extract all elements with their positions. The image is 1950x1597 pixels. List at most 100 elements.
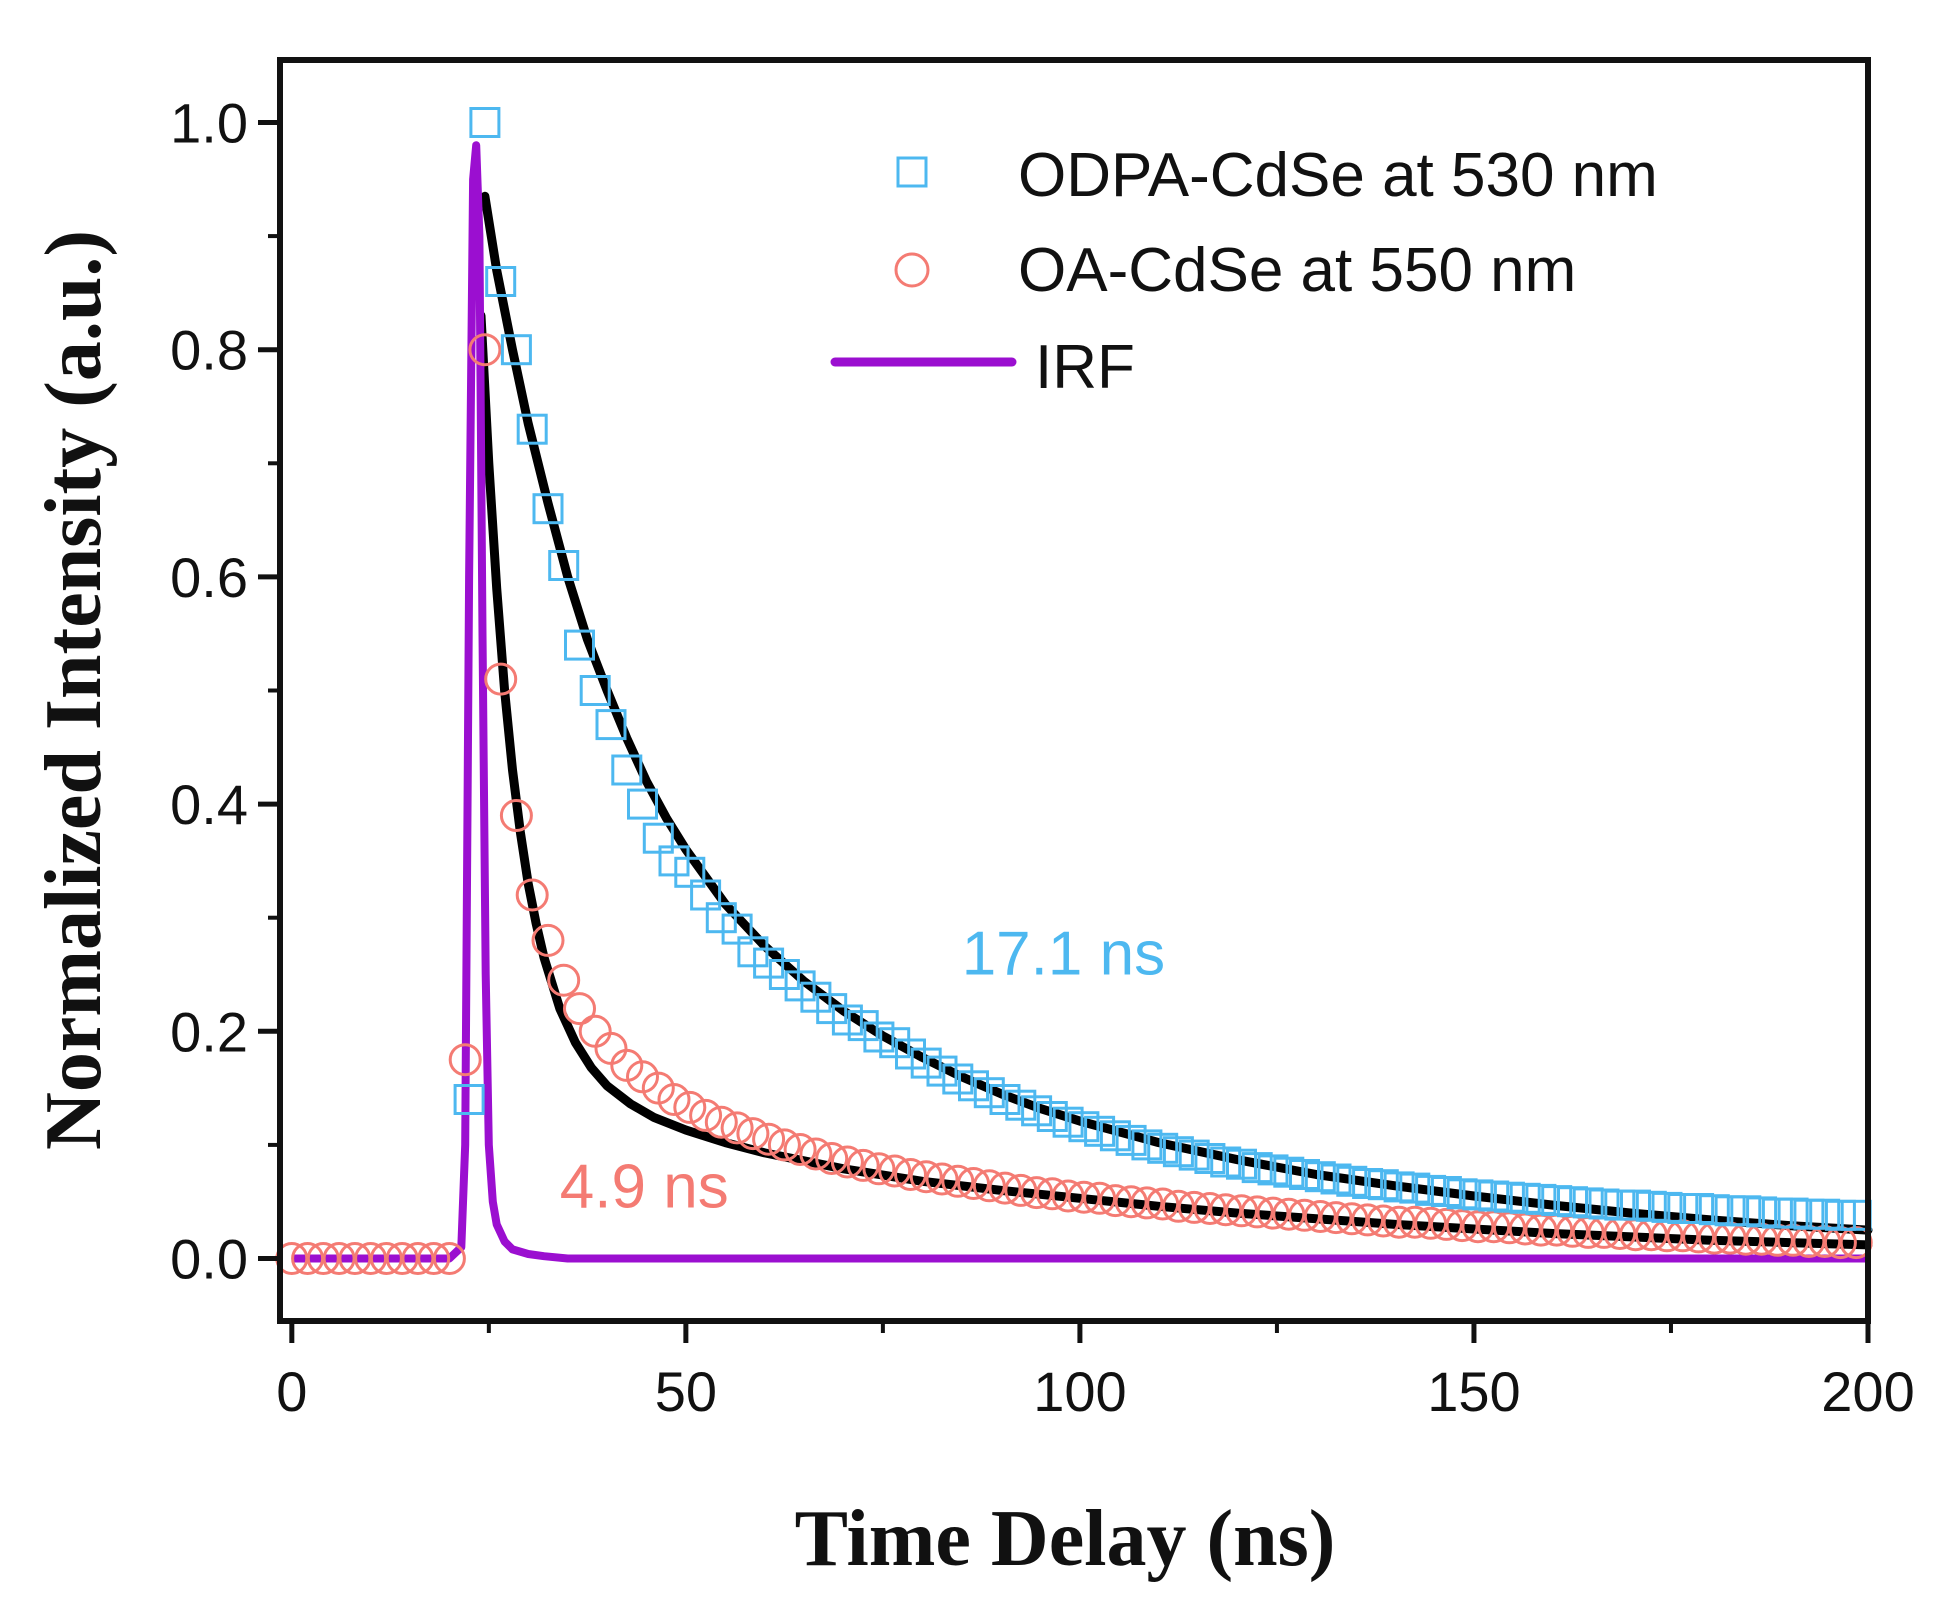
odpa-point <box>1714 1195 1746 1227</box>
odpa-point <box>1698 1194 1730 1226</box>
oa-point <box>1524 1213 1558 1247</box>
x-tick-label: 50 <box>655 1360 717 1423</box>
oa-point <box>941 1164 975 1198</box>
y-axis-title: Normalized Intensity (a.u.) <box>30 230 118 1150</box>
oa-point <box>1382 1205 1416 1239</box>
oa-point <box>657 1083 691 1116</box>
oa-point <box>878 1154 912 1188</box>
oa-point <box>846 1148 880 1182</box>
oa-point <box>1776 1223 1810 1257</box>
odpa-point <box>1793 1198 1825 1230</box>
oa-point <box>1256 1196 1290 1230</box>
x-tick-label: 150 <box>1427 1360 1520 1423</box>
oa-point <box>1839 1226 1873 1260</box>
oa-point <box>1146 1187 1180 1221</box>
oa-point <box>1004 1173 1038 1207</box>
odpa-point <box>658 845 690 877</box>
oa-point <box>1492 1211 1526 1245</box>
odpa-point <box>1572 1187 1604 1219</box>
odpa-point <box>1210 1146 1242 1178</box>
oa-point <box>1445 1209 1479 1243</box>
odpa-point <box>753 947 785 979</box>
odpa-point <box>847 1010 879 1042</box>
y-tick-label: 1.0 <box>170 91 248 154</box>
axes: 0 50 100 150 200 0.0 0.2 0.4 0.6 0.8 1.0 <box>170 57 1915 1423</box>
oa-point <box>1745 1222 1779 1256</box>
odpa-point <box>768 959 800 990</box>
y-tick-label: 0.8 <box>170 319 248 382</box>
oa-point <box>468 333 502 367</box>
oa-point <box>1161 1189 1195 1223</box>
odpa-point <box>705 902 737 934</box>
odpa-point <box>1809 1198 1841 1230</box>
oa-point <box>767 1128 801 1162</box>
odpa-point <box>1683 1193 1715 1224</box>
oa-point <box>1351 1203 1385 1237</box>
oa-point <box>1067 1180 1101 1214</box>
oa-point <box>689 1098 723 1132</box>
oa-point <box>547 963 581 997</box>
odpa-point <box>1651 1191 1683 1223</box>
oa-point <box>417 1242 451 1275</box>
oa-point <box>673 1090 707 1124</box>
oa-point <box>972 1169 1006 1203</box>
odpa-point <box>1131 1129 1163 1161</box>
oa-point <box>1035 1177 1069 1211</box>
odpa-point <box>642 822 674 854</box>
odpa-point <box>1147 1132 1179 1164</box>
odpa-point <box>1194 1143 1226 1174</box>
odpa-point <box>1478 1180 1510 1212</box>
odpa-point <box>1304 1161 1336 1193</box>
oa-point <box>1083 1181 1117 1215</box>
odpa-point <box>1557 1186 1588 1218</box>
odpa-point <box>1257 1154 1289 1186</box>
oa-point <box>909 1160 943 1194</box>
oa-point <box>1020 1176 1054 1210</box>
oa-point <box>1130 1186 1164 1220</box>
oa-point <box>1098 1184 1132 1218</box>
x-axis-title: Time Delay (ns) <box>795 1495 1336 1583</box>
oa-point <box>594 1031 628 1065</box>
odpa-point <box>611 754 643 786</box>
oa-point <box>783 1133 817 1166</box>
fit-curve-0 <box>480 191 1873 1235</box>
oa-point <box>988 1171 1022 1205</box>
oa-point <box>1209 1193 1243 1227</box>
odpa-point <box>895 1038 926 1070</box>
odpa-point <box>1399 1172 1431 1204</box>
oa-point <box>1477 1210 1511 1244</box>
odpa-point <box>1162 1136 1194 1168</box>
oa-point <box>515 878 549 912</box>
odpa-point <box>1226 1148 1257 1180</box>
odpa-point <box>516 413 548 445</box>
oa-point <box>448 1043 482 1077</box>
odpa-point <box>500 334 532 366</box>
oa-point <box>1429 1207 1463 1241</box>
oa-point <box>862 1152 896 1186</box>
annotation-odpa-lifetime: 17.1 ns <box>962 920 1165 989</box>
y-tick-label: 0.0 <box>170 1228 248 1291</box>
odpa-point <box>1430 1176 1462 1207</box>
odpa-point <box>1588 1188 1620 1220</box>
oa-point <box>1272 1197 1306 1231</box>
odpa-point <box>453 1084 485 1115</box>
odpa-point <box>1052 1106 1084 1138</box>
oa-point <box>1808 1225 1842 1258</box>
odpa-point <box>469 107 501 138</box>
y-tick-label: 0.2 <box>170 1000 248 1063</box>
x-tick-label: 200 <box>1821 1360 1914 1423</box>
odpa-point <box>1005 1089 1037 1121</box>
oa-point <box>1366 1204 1400 1238</box>
odpa-point <box>1462 1179 1494 1211</box>
odpa-point <box>1604 1189 1636 1221</box>
odpa-point <box>1667 1193 1699 1224</box>
oa-point <box>1319 1201 1353 1235</box>
odpa-point <box>831 1004 863 1036</box>
oa-point <box>1051 1179 1085 1213</box>
odpa-point <box>485 266 517 297</box>
oa-point <box>894 1158 927 1191</box>
legend-marker-oa <box>894 252 930 288</box>
legend-marker-odpa <box>896 156 928 188</box>
oa-point <box>799 1137 833 1171</box>
odpa-point <box>579 675 611 706</box>
